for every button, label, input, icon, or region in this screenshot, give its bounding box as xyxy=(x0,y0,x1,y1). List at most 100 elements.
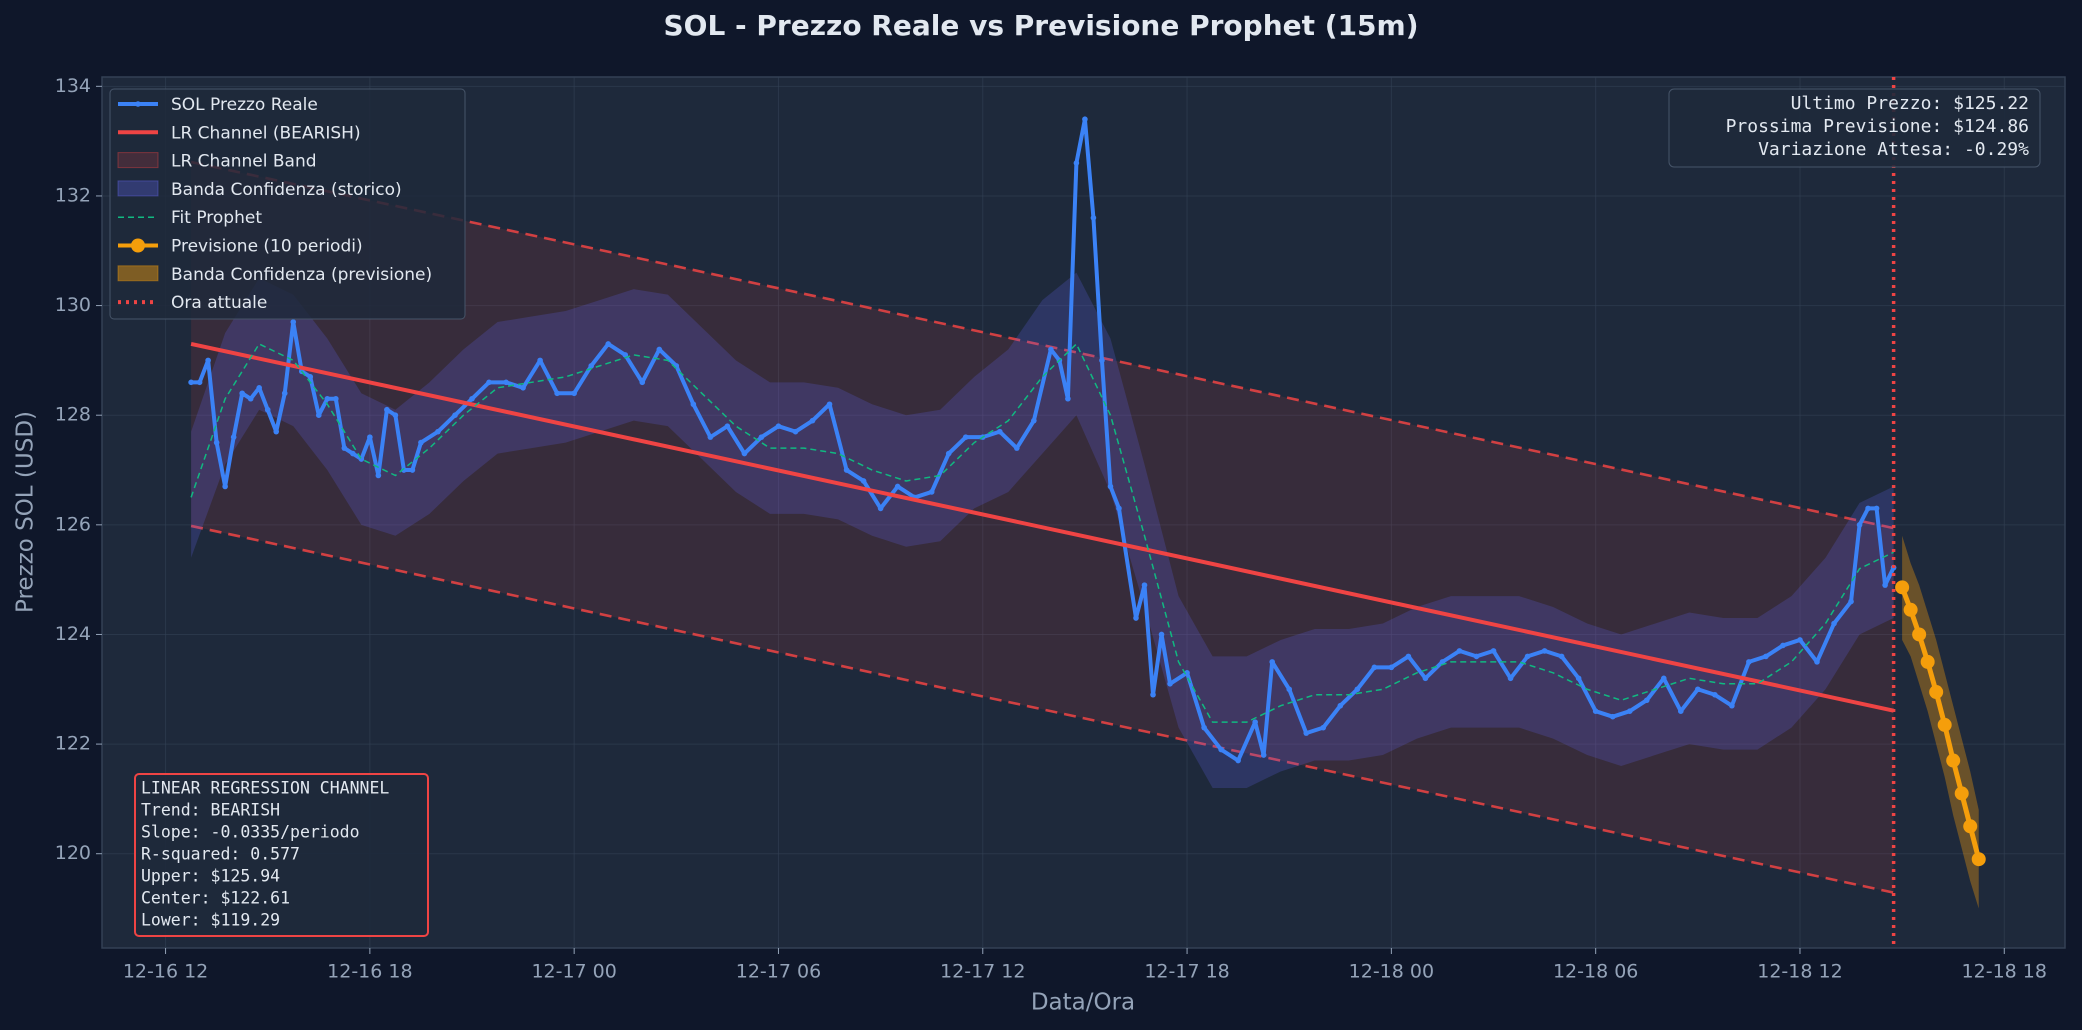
data-point xyxy=(928,489,935,495)
data-point xyxy=(1337,702,1344,709)
x-tick-label: 12-16 18 xyxy=(327,961,412,983)
data-point xyxy=(1677,708,1684,715)
legend-label: LR Channel Band xyxy=(171,152,317,172)
data-point xyxy=(605,341,612,347)
data-point xyxy=(1107,483,1114,490)
data-point xyxy=(1971,852,1986,867)
y-tick-label: 122 xyxy=(55,733,91,755)
data-point xyxy=(1712,691,1718,698)
data-point xyxy=(273,428,280,435)
data-point xyxy=(1354,686,1361,693)
chart-title: SOL - Prezzo Reale vs Previsione Prophet… xyxy=(663,9,1418,42)
data-point xyxy=(809,417,816,424)
data-point xyxy=(724,423,731,429)
y-tick-label: 124 xyxy=(55,623,91,645)
data-point xyxy=(945,450,952,457)
data-point xyxy=(1660,675,1667,682)
info-line: Prossima Previsione: $124.86 xyxy=(1726,116,2029,137)
data-point xyxy=(1609,713,1616,720)
data-point xyxy=(1116,505,1122,512)
data-point xyxy=(1218,746,1224,753)
data-point xyxy=(1954,786,1969,801)
channel-line: R-squared: 0.577 xyxy=(141,845,300,864)
channel-line: Upper: $125.94 xyxy=(141,867,280,886)
data-point xyxy=(707,434,714,440)
data-point xyxy=(1090,215,1097,221)
data-point xyxy=(1848,598,1854,605)
data-point xyxy=(1643,697,1650,704)
data-point xyxy=(1558,653,1565,660)
data-point xyxy=(1695,686,1701,693)
x-tick-label: 12-18 12 xyxy=(1757,961,1842,983)
data-point xyxy=(418,439,424,446)
x-tick-label: 12-16 12 xyxy=(123,961,208,983)
data-point xyxy=(205,357,211,364)
data-point xyxy=(1099,357,1105,364)
data-point xyxy=(1780,642,1786,649)
data-point xyxy=(1286,686,1293,693)
data-point xyxy=(1963,819,1978,834)
channel-line: Trend: BEARISH xyxy=(141,801,280,820)
data-point xyxy=(588,363,594,369)
data-point xyxy=(264,406,271,413)
series-line xyxy=(190,341,1895,713)
legend-label: Fit Prophet xyxy=(171,208,262,228)
data-point xyxy=(1235,757,1241,764)
data-point xyxy=(1797,637,1803,643)
data-point xyxy=(1831,620,1837,627)
data-point xyxy=(1371,664,1378,671)
data-point xyxy=(1856,522,1863,528)
data-point xyxy=(571,390,577,397)
data-point xyxy=(1473,653,1480,660)
data-point xyxy=(860,478,867,484)
y-tick-label: 130 xyxy=(55,294,91,316)
data-point xyxy=(894,483,901,490)
data-point xyxy=(503,379,509,386)
legend-label: Banda Confidenza (storico) xyxy=(171,180,402,200)
data-point xyxy=(392,412,399,419)
data-point xyxy=(213,439,220,446)
channel-line: Slope: -0.0335/periodo xyxy=(141,823,360,842)
data-point xyxy=(843,467,850,473)
data-point xyxy=(401,467,407,473)
info-line: Ultimo Prezzo: $125.22 xyxy=(1791,93,2029,114)
data-point xyxy=(1912,627,1927,642)
channel-box xyxy=(134,773,429,937)
data-point xyxy=(384,406,390,413)
legend-label: SOL Prezzo Reale xyxy=(171,95,318,115)
legend-label: Banda Confidenza (previsione) xyxy=(171,265,432,285)
data-point xyxy=(1929,685,1944,700)
data-point xyxy=(1575,675,1582,682)
series-line xyxy=(191,117,1896,763)
data-point xyxy=(1746,659,1752,665)
info-line: Variazione Attesa: -0.29% xyxy=(1758,139,2029,160)
data-point xyxy=(1626,708,1633,715)
data-point xyxy=(996,428,1003,435)
data-point xyxy=(1541,648,1548,654)
data-point xyxy=(239,390,245,397)
legend-label: Previsione (10 periodi) xyxy=(171,237,363,257)
data-point xyxy=(1158,631,1165,638)
y-axis-label: Prezzo SOL (USD) xyxy=(13,411,39,613)
data-point xyxy=(1592,708,1599,715)
legend-label: Ora attuale xyxy=(171,293,267,313)
data-point xyxy=(1422,675,1429,682)
legend-label: LR Channel (BEARISH) xyxy=(171,123,361,143)
channel-line: LINEAR REGRESSION CHANNEL xyxy=(141,779,389,798)
data-point xyxy=(281,390,288,397)
data-point xyxy=(775,423,782,429)
confidence-band xyxy=(191,272,1894,788)
y-tick-label: 128 xyxy=(55,404,91,426)
data-point xyxy=(1260,752,1267,758)
data-point xyxy=(792,428,799,435)
info-box xyxy=(1668,88,2041,168)
data-point xyxy=(1507,675,1514,682)
x-tick-label: 12-17 00 xyxy=(531,961,616,983)
data-point xyxy=(1882,582,1888,588)
data-point xyxy=(1895,580,1910,595)
data-point xyxy=(554,390,560,397)
data-point xyxy=(1201,724,1207,731)
data-point xyxy=(435,428,441,435)
